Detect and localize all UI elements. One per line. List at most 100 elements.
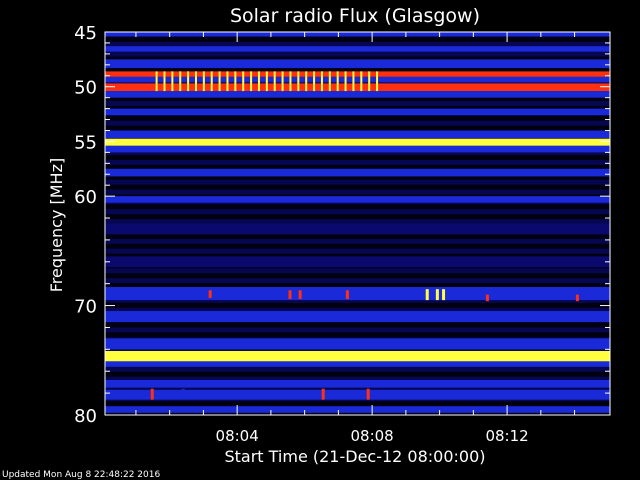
- frequency-band: [105, 286, 610, 301]
- burst: [366, 388, 370, 400]
- frequency-band: [105, 108, 610, 116]
- y-tick-label: 55: [74, 132, 97, 153]
- background-stripe: [105, 179, 610, 185]
- periodic-spike: [376, 71, 379, 92]
- background-stripe: [105, 41, 610, 47]
- periodic-spike: [368, 71, 371, 92]
- periodic-spike: [257, 71, 260, 92]
- background-stripe: [105, 268, 610, 274]
- burst: [321, 388, 325, 400]
- y-axis-label: Frequency [MHz]: [47, 158, 66, 292]
- plot-area: [105, 32, 610, 415]
- frequency-band: [105, 311, 610, 322]
- burst: [435, 289, 439, 301]
- background-stripe: [105, 219, 610, 225]
- periodic-spike: [328, 71, 331, 92]
- periodic-spike: [320, 71, 323, 92]
- periodic-spike: [250, 71, 253, 92]
- frequency-band: [105, 145, 610, 153]
- background-stripe: [105, 297, 610, 303]
- frequency-band: [105, 168, 610, 177]
- frequency-band: [105, 379, 610, 388]
- periodic-spike: [163, 71, 166, 92]
- background-stripe: [105, 100, 610, 106]
- x-axis-label: Start Time (21-Dec-12 08:00:00): [224, 447, 485, 466]
- frequency-band: [105, 138, 610, 146]
- frequency-band: [105, 223, 610, 235]
- frequency-band: [105, 32, 610, 37]
- periodic-spike: [336, 71, 339, 92]
- periodic-spike: [210, 71, 213, 92]
- periodic-spike: [242, 71, 245, 92]
- periodic-spike: [202, 71, 205, 92]
- burst: [442, 289, 446, 301]
- updated-timestamp: Updated Mon Aug 8 22:48:22 2016: [2, 470, 160, 480]
- periodic-spike: [352, 71, 355, 92]
- burst: [425, 289, 429, 301]
- x-tick-label: 08:12: [485, 427, 528, 445]
- background-stripe: [105, 209, 610, 215]
- frequency-band: [105, 406, 610, 413]
- periodic-spike: [218, 71, 221, 92]
- plot-frame: [104, 31, 611, 416]
- background-stripe: [105, 150, 610, 156]
- burst: [181, 388, 185, 398]
- background-stripe: [105, 347, 610, 353]
- frequency-band: [105, 76, 610, 83]
- background-stripe: [105, 248, 610, 254]
- periodic-spike: [297, 71, 300, 92]
- periodic-spike: [273, 71, 276, 92]
- y-tick-label: 70: [74, 297, 97, 318]
- y-tick-label: 80: [74, 406, 97, 427]
- periodic-spike: [179, 71, 182, 92]
- background-stripe: [105, 327, 610, 333]
- y-tick-label: 60: [74, 187, 97, 208]
- frequency-band: [105, 71, 610, 77]
- frequency-band: [105, 196, 610, 203]
- y-tick-label: 45: [74, 23, 97, 44]
- periodic-spike: [289, 71, 292, 92]
- burst: [298, 290, 302, 300]
- periodic-spike: [155, 71, 158, 92]
- background-stripe: [105, 366, 610, 372]
- axes: 45 50 55 60 70 80 08:04 08:08 08:12: [74, 23, 611, 445]
- frequency-band: [105, 59, 610, 69]
- frequency-band: [105, 256, 610, 268]
- x-tick-label: 08:04: [216, 427, 259, 445]
- frequency-band: [105, 130, 610, 139]
- frequency-band: [105, 46, 610, 52]
- burst: [208, 290, 212, 298]
- periodic-spike: [187, 71, 190, 92]
- chart-title: Solar radio Flux (Glasgow): [230, 5, 480, 27]
- background-stripe: [105, 376, 610, 382]
- frequency-band: [105, 91, 610, 98]
- burst: [345, 290, 349, 300]
- background-stripe: [105, 386, 610, 392]
- frequency-band: [105, 338, 610, 350]
- x-tick-label: 08:08: [351, 427, 394, 445]
- periodic-spike: [226, 71, 229, 92]
- periodic-spike: [171, 71, 174, 92]
- background-stripe: [105, 51, 610, 57]
- burst: [575, 294, 579, 302]
- background-stripe: [105, 278, 610, 284]
- periodic-spike: [234, 71, 237, 92]
- periodic-spike: [344, 71, 347, 92]
- background-stripe: [105, 307, 610, 313]
- burst: [288, 290, 292, 300]
- y-tick-label: 50: [74, 78, 97, 99]
- periodic-spike: [305, 71, 308, 92]
- periodic-spike: [281, 71, 284, 92]
- frequency-band: [105, 350, 610, 362]
- background-stripe: [105, 120, 610, 126]
- periodic-spike: [313, 71, 316, 92]
- frequency-band: [105, 389, 610, 400]
- periodic-spike: [194, 71, 197, 92]
- background-stripe: [105, 160, 610, 165]
- frequency-band: [105, 83, 610, 92]
- background-stripe: [105, 189, 610, 195]
- frequency-band: [105, 361, 610, 367]
- background-stripe: [105, 238, 610, 244]
- periodic-spike: [360, 71, 363, 92]
